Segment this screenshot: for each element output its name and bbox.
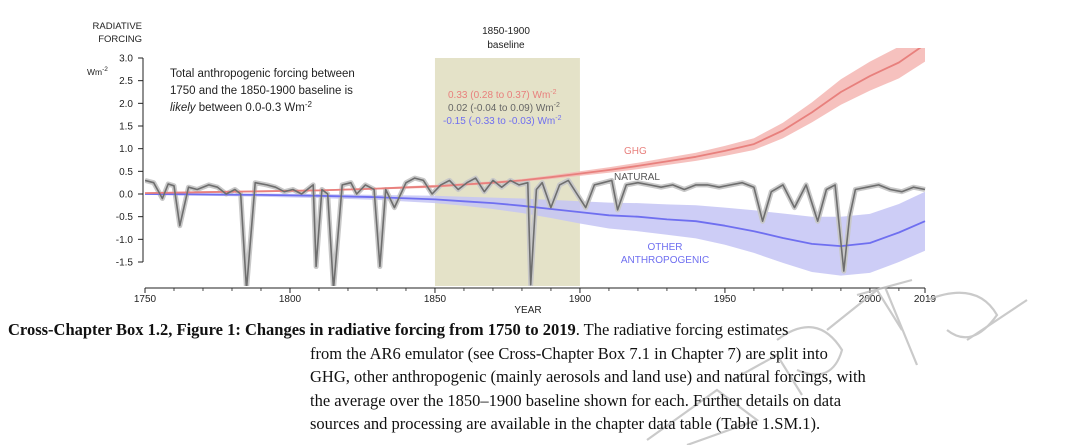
caption-label: Cross-Chapter Box 1.2, Figure 1:: [8, 320, 241, 339]
x-tick-label: 1900: [569, 294, 592, 305]
y-axis-label-line1: RADIATIVE: [93, 21, 142, 32]
figure-caption: Cross-Chapter Box 1.2, Figure 1: Changes…: [8, 318, 1083, 436]
caption-line4: the average over the 1850–1900 baseline …: [310, 390, 842, 410]
baseline-value-natural: 0.02 (-0.04 to 0.09) Wm-2: [448, 102, 560, 114]
other-anthropogenic-line: [145, 193, 926, 248]
x-tick-label: 2019: [914, 294, 937, 305]
y-tick-label: 1.5: [119, 122, 133, 133]
x-tick-label: 1750: [134, 294, 157, 305]
series-label-other-line2: ANTHROPOGENIC: [621, 255, 709, 266]
series-label-other-line1: OTHER: [648, 242, 683, 253]
y-tick-label: 2.5: [119, 76, 133, 87]
caption-line5: sources and processing are available in …: [310, 414, 821, 433]
series-lines: [145, 48, 926, 286]
x-tick-label: 1850: [424, 294, 447, 305]
x-tick-label: 1800: [279, 294, 302, 305]
other-anthropogenic-band: [145, 191, 925, 276]
uncertainty-bands: [145, 48, 925, 276]
draft-watermark: [646, 278, 1028, 445]
y-tick-label: -1.5: [116, 258, 134, 269]
series-label-natural: NATURAL: [614, 172, 660, 183]
y-tick-label: 1.0: [119, 144, 133, 155]
caption-line1: . The radiative forcing estimates: [575, 320, 789, 339]
x-axis-label: YEAR: [514, 305, 541, 315]
y-axis-label-line2: FORCING: [98, 34, 142, 45]
y-tick-label: 0.5: [119, 167, 133, 178]
y-tick-label: -1.0: [116, 235, 134, 246]
y-tick-label: 3.0: [119, 54, 133, 65]
baseline-label-line1: 1850-1900: [482, 26, 530, 37]
series-label-ghg: GHG: [624, 146, 647, 157]
natural-line: [145, 177, 926, 286]
y-tick-label: -0.5: [116, 212, 134, 223]
ghg-line: [145, 48, 922, 194]
caption-title: Changes in radiative forcing from 1750 t…: [240, 320, 576, 339]
baseline-value-other: -0.15 (-0.33 to -0.03) Wm-2: [443, 115, 562, 127]
y-tick-label: 2.0: [119, 99, 133, 110]
caption-line3: GHG, other anthropogenic (mainly aerosol…: [310, 367, 866, 386]
annotation-line2: 1750 and the 1850-1900 baseline is: [170, 85, 353, 97]
caption-line2: from the AR6 emulator (see Cross-Chapter…: [310, 343, 828, 363]
baseline-value-ghg: 0.33 (0.28 to 0.37) Wm-2: [448, 89, 557, 101]
y-tick-label: 0.0: [119, 190, 133, 201]
baseline-label-line2: baseline: [487, 40, 525, 51]
annotation-line3: likely between 0.0-0.3 Wm-2: [170, 100, 313, 114]
x-tick-label: 2000: [859, 294, 882, 305]
axes: 3.0 2.5 2.0 1.5 1.0 0.5 0.0 -0.5 -1.0 -1.5 1750 180…: [116, 54, 937, 306]
baseline-band: [434, 58, 580, 286]
radiative-forcing-chart: 3.0 2.5 2.0 1.5 1.0 0.5 0.0 -0.5 -1.0 -1.5 1750 180…: [87, 21, 937, 315]
x-tick-label: 1950: [714, 294, 737, 305]
annotation-line1: Total anthropogenic forcing between: [170, 68, 355, 80]
y-axis-unit: Wm-2: [87, 66, 108, 77]
